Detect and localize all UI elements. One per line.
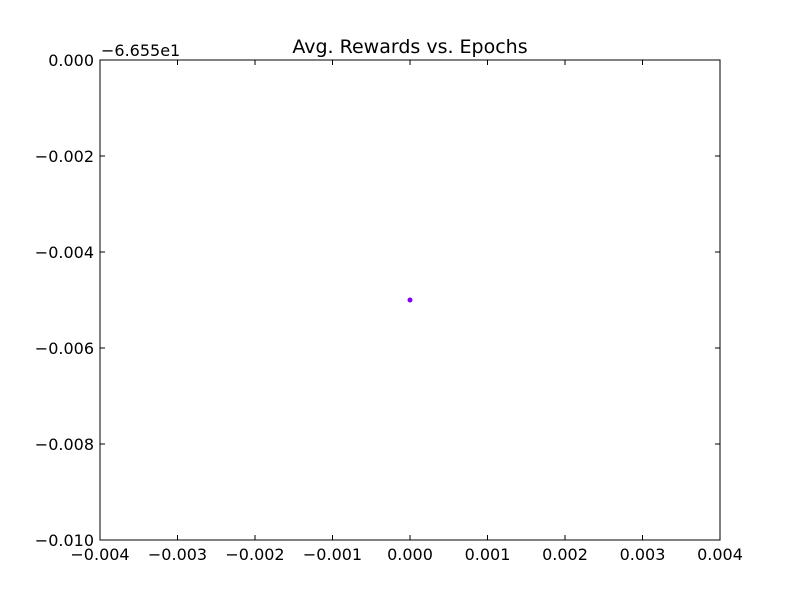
y-tick-label: −0.002 <box>35 147 94 166</box>
y-tick-label: −0.004 <box>35 243 94 262</box>
x-tick-label: 0.000 <box>387 545 433 564</box>
ticks-layer: −0.004 −0.003 −0.002 −0.001 0.000 0.001 0.002 0… <box>35 51 743 564</box>
x-tick-label: −0.002 <box>225 545 284 564</box>
plot-frame <box>99 59 721 541</box>
x-tick-label: −0.003 <box>148 545 207 564</box>
x-tick-label: 0.001 <box>465 545 511 564</box>
points-layer <box>407 297 413 303</box>
x-tick-label: −0.004 <box>70 545 129 564</box>
x-tick-label: −0.001 <box>303 545 362 564</box>
y-axis-offset-label: −6.655e1 <box>101 41 180 60</box>
x-tick-label: 0.003 <box>620 545 666 564</box>
y-tick-label: −0.008 <box>35 435 94 454</box>
y-tick-label: 0.000 <box>48 51 94 70</box>
x-tick-label: 0.002 <box>542 545 588 564</box>
y-tick-label: −0.006 <box>35 339 94 358</box>
data-point <box>407 297 413 303</box>
chart-title: Avg. Rewards vs. Epochs <box>292 36 527 58</box>
x-tick-label: 0.004 <box>697 545 743 564</box>
y-tick-label: −0.010 <box>35 531 94 550</box>
